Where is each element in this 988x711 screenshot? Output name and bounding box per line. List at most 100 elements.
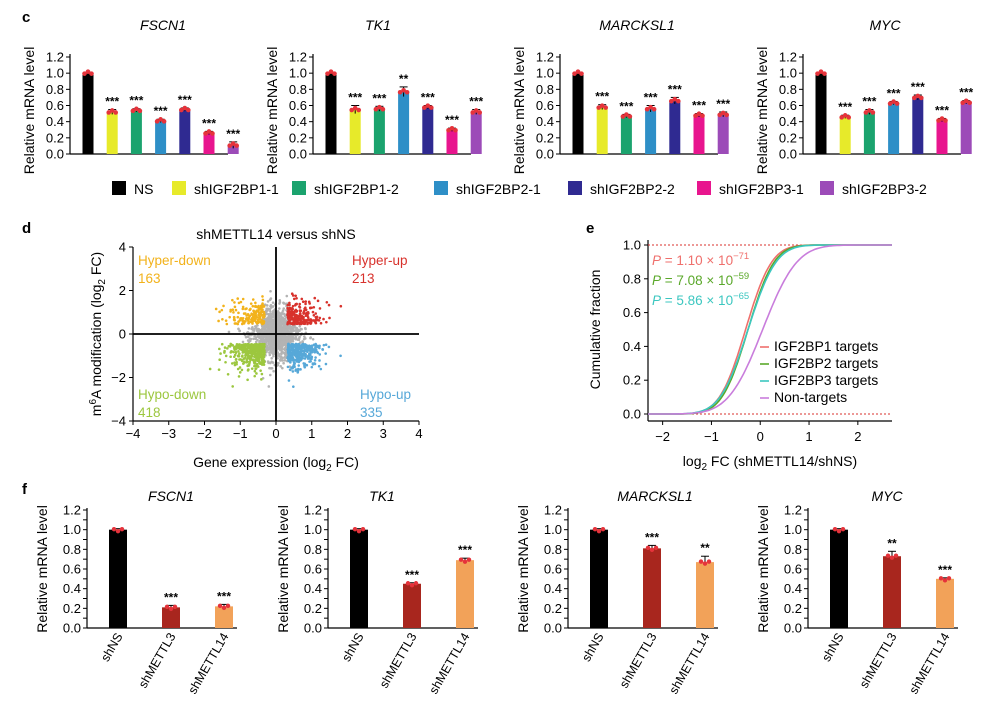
x-tick-label: −1 — [233, 426, 248, 441]
legend-swatch-shIGF2BP3-2 — [820, 181, 834, 195]
point-unchanged — [261, 340, 265, 344]
point-hypo-up — [313, 358, 317, 362]
point-unchanged — [282, 307, 286, 310]
point-hypo-up — [286, 348, 290, 351]
x-tick-label: shMETTL3 — [136, 630, 179, 690]
point-hypo-down — [224, 354, 228, 358]
point-hyper-up — [307, 311, 310, 315]
x-tick-label: −2 — [655, 429, 670, 444]
point-unchanged — [283, 335, 286, 339]
y-tick-label: 0.2 — [46, 130, 64, 145]
point-unchanged — [284, 345, 288, 348]
replicate-dot — [429, 105, 434, 110]
replicate-dot — [572, 71, 577, 76]
point-hyper-down — [262, 310, 266, 314]
bar-shIGF2BP1-1 — [349, 109, 361, 154]
point-unchanged — [248, 337, 252, 340]
x-tick-label: 1 — [308, 426, 315, 441]
cdf-line-igf2bp3-targets — [648, 244, 892, 415]
replicate-dot — [846, 115, 851, 120]
replicate-dot — [676, 98, 681, 104]
replicate-dot — [404, 89, 410, 95]
y-tick-label: 1.0 — [63, 522, 81, 537]
point-unchanged — [251, 326, 254, 329]
replicate-dot — [842, 113, 848, 118]
point-hyper-down — [237, 311, 240, 315]
point-hypo-down — [252, 349, 256, 352]
point-hypo-down — [253, 369, 257, 373]
panel-label-f: f — [22, 481, 28, 498]
point-hypo-down — [256, 347, 259, 351]
point-hypo-down — [260, 347, 264, 351]
point-hyper-up — [308, 302, 311, 305]
point-hypo-down — [219, 352, 222, 355]
significance-label: *** — [887, 86, 901, 100]
point-unchanged — [294, 337, 298, 341]
point-unchanged — [272, 369, 275, 373]
panel-label-e: e — [586, 220, 594, 237]
x-tick-label: shMETTL14 — [185, 630, 231, 696]
point-hypo-down — [208, 367, 212, 371]
point-unchanged — [276, 363, 280, 367]
point-hyper-down — [251, 298, 255, 301]
bar-shMETTL3 — [643, 548, 661, 628]
point-hyper-up — [290, 292, 294, 296]
y-tick-label: 0.8 — [779, 82, 797, 97]
x-tick-label: 1 — [805, 429, 812, 444]
point-unchanged — [277, 314, 280, 318]
point-hyper-up — [298, 305, 301, 308]
bar-shIGF2BP2-2 — [669, 100, 681, 154]
point-unchanged — [257, 336, 261, 339]
y-axis-label: Relative mRNA level — [515, 505, 531, 633]
replicate-dot — [870, 110, 876, 115]
point-unchanged — [266, 360, 270, 363]
point-unchanged — [288, 336, 292, 340]
replicate-dot — [943, 118, 948, 123]
replicate-dot — [325, 71, 330, 76]
bar-shIGF2BP2-1 — [645, 108, 657, 154]
point-hypo-down — [253, 374, 257, 378]
point-hypo-down — [233, 363, 237, 367]
replicate-dot — [599, 103, 605, 108]
y-tick-label: 0.8 — [63, 542, 81, 557]
point-hypo-up — [290, 354, 293, 358]
point-hypo-up — [310, 344, 313, 348]
point-unchanged — [278, 299, 282, 302]
point-hypo-up — [324, 352, 327, 355]
point-hyper-down — [229, 310, 232, 313]
legend-label: IGF2BP1 targets — [774, 338, 878, 354]
replicate-dot — [328, 69, 334, 74]
replicate-dot — [380, 106, 386, 112]
point-unchanged — [277, 327, 280, 331]
significance-label: *** — [938, 563, 952, 577]
point-hypo-down — [227, 344, 231, 348]
point-unchanged — [285, 294, 289, 298]
replicate-dot — [645, 545, 651, 551]
y-tick-label: 0.8 — [304, 542, 322, 557]
quadrant-label: Hyper-down — [138, 253, 211, 268]
point-unchanged — [256, 338, 259, 342]
y-axis-label: Relative mRNA level — [275, 505, 291, 633]
point-hyper-up — [301, 317, 305, 320]
point-hypo-down — [246, 378, 249, 382]
point-unchanged — [266, 327, 270, 330]
y-tick-label: 0.8 — [544, 542, 562, 557]
replicate-dot — [401, 87, 406, 93]
legend-swatch-shIGF2BP1-1 — [172, 181, 186, 195]
point-hypo-up — [319, 367, 323, 371]
significance-label: *** — [644, 91, 658, 105]
point-unchanged — [281, 359, 284, 362]
point-unchanged — [280, 345, 284, 349]
bar-shIGF2BP1-1 — [106, 111, 118, 154]
replicate-dot — [397, 89, 403, 95]
replicate-dot — [672, 96, 678, 102]
replicate-dot — [867, 108, 872, 113]
point-hyper-down — [240, 316, 243, 320]
point-hyper-down — [260, 313, 264, 317]
point-hypo-down — [245, 353, 249, 356]
significance-label: *** — [645, 530, 659, 544]
y-tick-label: 0.4 — [63, 581, 81, 596]
point-unchanged — [271, 344, 274, 347]
point-hypo-down — [239, 358, 242, 361]
